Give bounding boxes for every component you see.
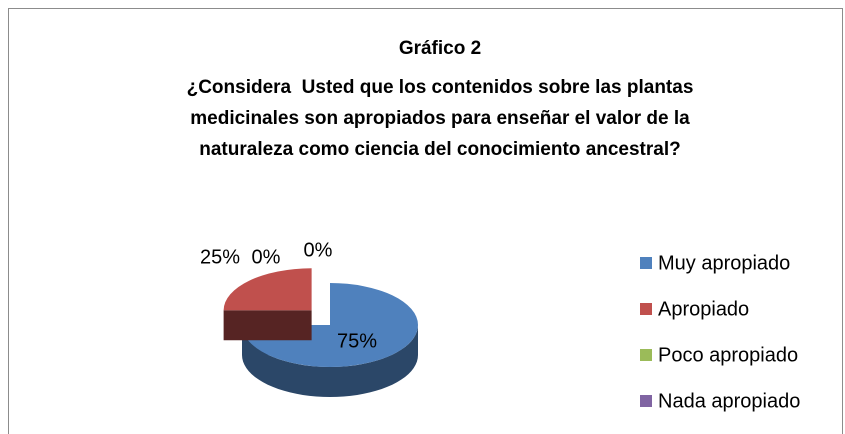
chart-border xyxy=(8,8,843,434)
legend-label: Apropiado xyxy=(658,298,749,320)
data-label: 25% xyxy=(200,246,240,268)
pie-slice xyxy=(242,283,418,367)
chart-title: Gráfico 2 xyxy=(398,38,482,59)
legend-swatch xyxy=(640,349,652,361)
legend-swatch xyxy=(640,257,652,269)
chart-subtitle: ¿Considera Usted que los contenidos sobr… xyxy=(186,77,699,160)
pie-side xyxy=(242,325,418,397)
data-label: 75% xyxy=(337,330,377,352)
legend-swatch xyxy=(640,303,652,315)
data-label: 0% xyxy=(252,246,281,268)
legend-label: Muy apropiado xyxy=(658,252,790,274)
pie-slice xyxy=(223,268,312,311)
legend-swatch xyxy=(640,395,652,407)
pie-wall xyxy=(223,310,312,341)
legend-label: Nada apropiado xyxy=(658,390,800,412)
data-label: 0% xyxy=(304,239,333,261)
legend-label: Poco apropiado xyxy=(658,344,798,366)
